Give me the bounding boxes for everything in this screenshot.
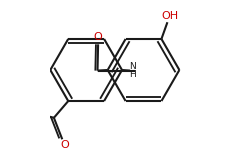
Text: N
H: N H: [129, 62, 136, 79]
Text: OH: OH: [161, 11, 178, 21]
Text: O: O: [94, 32, 102, 42]
Text: O: O: [60, 140, 69, 150]
